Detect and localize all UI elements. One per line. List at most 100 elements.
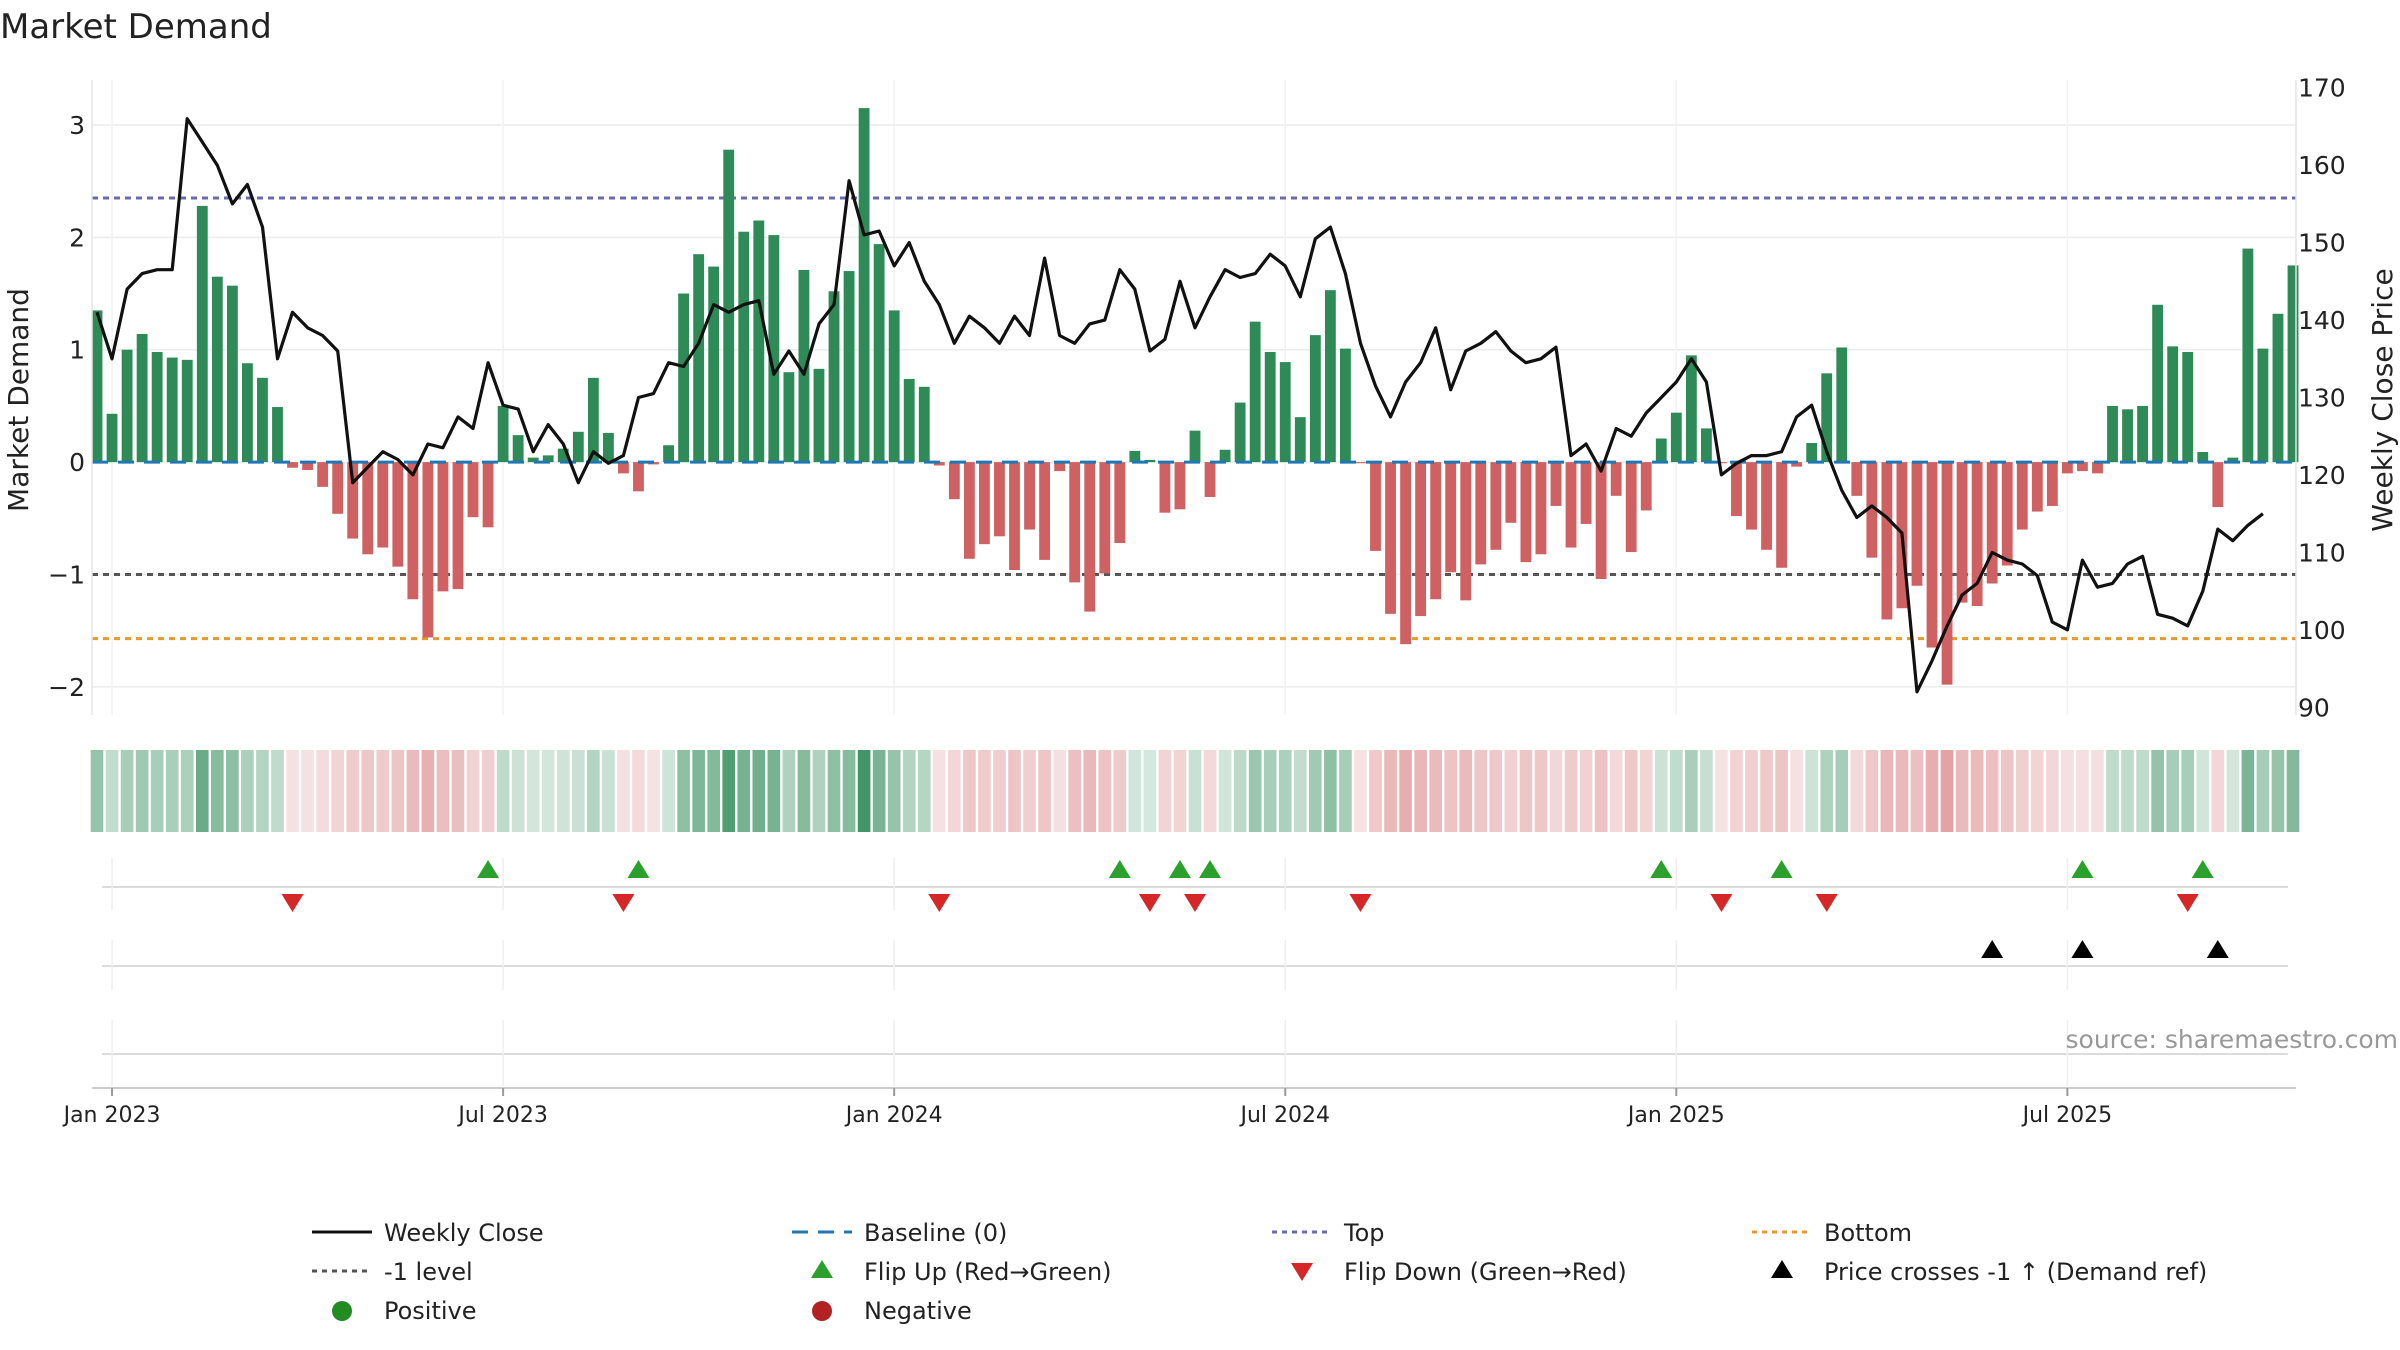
flip-up-marker <box>1108 860 1131 878</box>
heat-cell <box>1489 750 1503 832</box>
demand-bar <box>1941 462 1953 685</box>
demand-bar <box>2016 462 2028 530</box>
heat-cell <box>1910 750 1924 832</box>
demand-bar <box>1776 462 1788 568</box>
heat-cell <box>1053 750 1066 832</box>
heat-cell <box>1895 750 1909 832</box>
demand-bar <box>1625 462 1637 553</box>
heat-cell <box>902 750 916 832</box>
demand-bar <box>1746 462 1757 530</box>
demand-bar <box>512 435 524 463</box>
heat-cell <box>767 750 781 832</box>
heat-cell <box>2286 750 2300 832</box>
demand-bar <box>392 462 404 567</box>
heat-cell <box>1008 750 1021 832</box>
legend-minus-one: -1 level <box>312 1258 473 1286</box>
left-tick-label: 0 <box>69 448 85 477</box>
heat-cell <box>1985 750 1999 832</box>
legend-baseline: Baseline (0) <box>792 1219 1007 1247</box>
flip-up-icon <box>811 1260 833 1278</box>
heat-cell <box>120 750 134 832</box>
heat-cell <box>466 750 480 832</box>
heat-cell <box>1263 750 1277 832</box>
demand-bar <box>106 413 118 463</box>
heat-cell <box>1925 750 1939 832</box>
heat-cell <box>2136 750 2149 832</box>
legend-label: Price crosses -1 ↑ (Demand ref) <box>1824 1258 2207 1286</box>
demand-bar <box>1400 462 1411 645</box>
heat-cell <box>948 750 961 832</box>
heat-cell <box>782 750 796 832</box>
demand-bar <box>1911 462 1923 586</box>
demand-bar <box>572 431 584 463</box>
heat-cell <box>1444 750 1458 832</box>
legend-label: Top <box>1343 1219 1385 1247</box>
heat-cell <box>2061 750 2074 832</box>
heat-cell <box>917 750 931 832</box>
heat-cell <box>571 750 585 832</box>
demand-bar <box>1339 348 1351 463</box>
heat-cell <box>2121 750 2134 832</box>
right-tick-label: 120 <box>2298 461 2346 490</box>
demand-bar <box>618 462 629 474</box>
heat-cell <box>526 750 540 832</box>
heat-cell <box>2015 750 2029 832</box>
demand-bar <box>121 349 133 463</box>
right-tick-label: 110 <box>2298 538 2346 567</box>
demand-bar <box>918 386 930 463</box>
heat-cell <box>1429 750 1442 832</box>
heat-cell <box>1083 750 1097 832</box>
demand-bar <box>1580 462 1592 524</box>
heat-cell <box>241 750 254 832</box>
demand-bar <box>813 368 825 463</box>
demand-bar <box>1204 462 1216 497</box>
heat-cell <box>1474 750 1488 832</box>
demand-bar <box>332 462 344 514</box>
heat-cell <box>256 750 269 832</box>
heat-cell <box>2106 750 2119 832</box>
heat-cell <box>1790 750 1803 832</box>
flip-down-marker <box>281 894 304 912</box>
demand-bar <box>963 462 975 559</box>
demand-bar <box>557 448 569 463</box>
flip-down-icon <box>1291 1263 1313 1281</box>
heat-cell <box>887 750 901 832</box>
legend-label: Flip Down (Green→Red) <box>1344 1258 1627 1286</box>
heat-cell <box>331 750 344 832</box>
demand-bar <box>858 108 870 463</box>
demand-bar <box>407 462 419 600</box>
demand-bar <box>362 462 374 555</box>
demand-bar <box>1505 462 1517 523</box>
heat-cell <box>1940 750 1954 832</box>
flip-up-marker <box>627 860 650 878</box>
demand-bar <box>723 149 735 463</box>
heat-cell <box>1639 750 1653 832</box>
chart-title: Market Demand <box>0 7 272 47</box>
heat-cell <box>1609 750 1623 832</box>
demand-bar <box>1370 462 1381 551</box>
demand-bar <box>1791 462 1803 467</box>
flip-up-marker <box>1650 860 1673 878</box>
demand-bar <box>1309 335 1321 463</box>
demand-bar <box>1610 462 1622 496</box>
x-tick-label: Jul 2023 <box>456 1103 548 1128</box>
heat-cell <box>481 750 495 832</box>
demand-bar <box>1445 462 1457 573</box>
heat-cell <box>1459 750 1473 832</box>
demand-bar <box>1189 430 1201 463</box>
heat-cell <box>1579 750 1593 832</box>
demand-bar <box>422 462 434 638</box>
heat-cell <box>1384 750 1397 832</box>
demand-bar <box>1174 462 1186 510</box>
heat-cell <box>737 750 751 832</box>
heat-cell <box>421 750 435 832</box>
heat-cell <box>617 750 630 832</box>
heat-cell <box>2241 750 2255 832</box>
heat-cell <box>1113 750 1127 832</box>
heat-cell <box>1880 750 1894 832</box>
demand-bar <box>2287 265 2299 463</box>
demand-bar <box>678 293 690 463</box>
right-tick-label: 90 <box>2298 693 2330 722</box>
demand-bar <box>181 359 193 463</box>
